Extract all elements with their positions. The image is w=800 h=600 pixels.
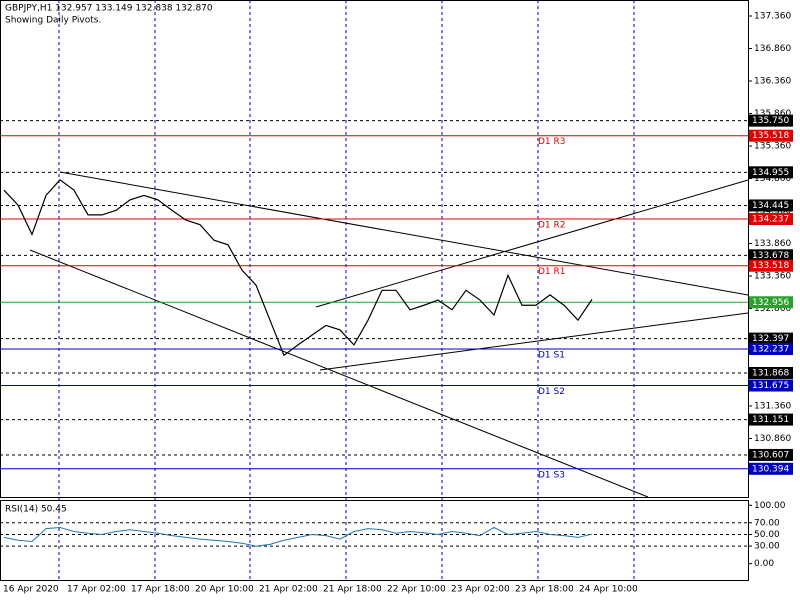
pivot-box [749,379,793,392]
x-tick-label: 21 Apr 02:00 [259,585,318,595]
x-tick-label: 17 Apr 02:00 [67,585,126,595]
rsi-line [3,526,593,547]
y-tick-label: 134.360 [754,206,791,216]
pivot-box [749,212,793,225]
pivot-label: 134.237 [752,214,789,224]
pivot-box [749,259,793,272]
level-label: 133.678 [752,251,789,261]
y-tick-label: 132.860 [754,304,791,314]
chart-title: GBPJPY,H1 132.957 133.149 132.838 132.87… [5,4,213,14]
price-line [3,178,593,357]
trend-lines [29,171,749,498]
level-box [749,448,793,461]
rsi-tick-label: 70.00 [754,518,780,528]
vertical-grid [58,0,635,580]
y-tick-label: 131.360 [754,401,791,411]
y-tick-label: 135.860 [754,109,791,119]
pivot-box [749,462,793,475]
x-tick-label: 22 Apr 10:00 [387,585,446,595]
rsi-frame [0,500,749,581]
x-tick-label: 20 Apr 10:00 [195,585,254,595]
y-tick-label: 133.860 [754,239,791,249]
y-tick-label: 133.360 [754,271,791,281]
x-tick-label: 21 Apr 18:00 [323,585,382,595]
pivot-name: D1 S1 [538,350,565,360]
y-tick-label: 134.860 [754,174,791,184]
rsi-tick-label: 0.00 [754,559,774,569]
level-box [749,199,793,212]
pivot-label: 131.675 [752,381,789,391]
rsi-label: RSI(14) 50.45 [5,505,67,515]
level-label: 130.607 [752,450,789,460]
pivot-name: D1 R3 [538,137,566,147]
level-box [749,332,793,345]
pivot-box [749,129,793,142]
pivot-name: D1 R2 [538,220,566,230]
pivot-name: D1 S3 [538,470,565,480]
pivot-label: 133.518 [752,261,789,271]
level-label: 131.151 [752,415,789,425]
y-tick-label: 135.360 [754,141,791,151]
level-box [749,413,793,426]
level-label: 134.955 [752,168,789,178]
x-tick-label: 24 Apr 10:00 [579,585,638,595]
level-label: 132.397 [752,334,789,344]
x-tick-label: 16 Apr 2020 [3,585,59,595]
x-tick-label: 23 Apr 18:00 [515,585,574,595]
pivot-label: 130.394 [752,464,789,474]
y-tick-label: 130.860 [754,434,791,444]
rsi-tick-label: 100.00 [754,501,786,511]
main-frame [0,0,749,498]
level-label: 131.868 [752,368,789,378]
current-price-label: 132.956 [752,298,789,308]
level-label: 134.445 [752,201,789,211]
y-tick-label: 136.860 [754,44,791,54]
pivot-name: D1 S2 [538,387,565,397]
x-tick-label: 17 Apr 18:00 [131,585,190,595]
pivot-name: D1 R1 [538,267,566,277]
x-tick-label: 23 Apr 02:00 [451,585,510,595]
chart-subtitle: Showing Daily Pivots. [5,16,101,26]
pivot-label: 132.237 [752,344,789,354]
pivot-label: 135.518 [752,131,789,141]
level-box [749,366,793,379]
level-label: 135.750 [752,116,789,126]
rsi-tick-label: 50.00 [754,530,780,540]
level-box [749,249,793,262]
level-box [749,166,793,179]
y-tick-label: 137.360 [754,11,791,21]
y-tick-label: 136.360 [754,76,791,86]
current-price-box [749,296,793,309]
pivot-box [749,342,793,355]
rsi-tick-label: 30.00 [754,542,780,552]
level-box [749,114,793,127]
